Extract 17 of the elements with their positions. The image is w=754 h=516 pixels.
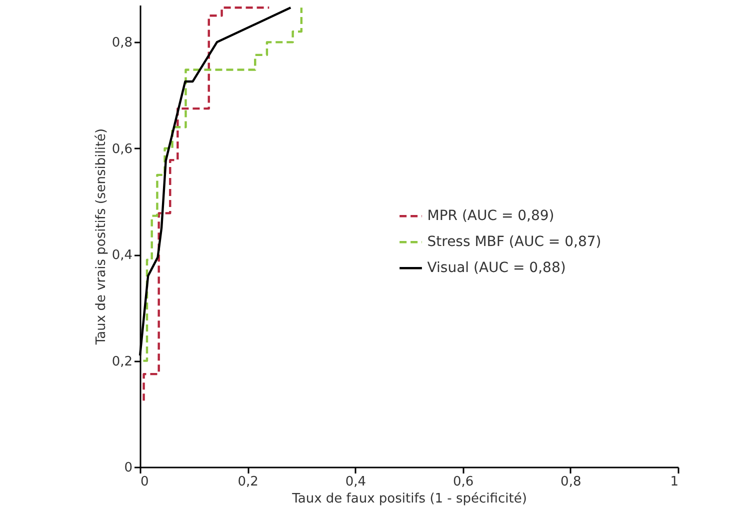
y-tick-label: 0 [124, 460, 132, 476]
legend-label: MPR (AUC = 0,89) [427, 208, 554, 224]
x-tick-label: 0,4 [345, 474, 366, 490]
y-tick-label: 0,6 [112, 142, 132, 157]
y-tick-label: 0,8 [112, 36, 132, 51]
legend-label: Visual (AUC = 0,88) [427, 260, 566, 276]
x-tick-label: 0,2 [238, 474, 258, 490]
y-axis-title: Taux de vrais positifs (sensibilité) [94, 128, 109, 346]
y-tick-label: 0,2 [112, 354, 132, 370]
line-series [142, 6, 270, 402]
x-tick-label: 0,8 [560, 474, 582, 490]
x-axis-title: Taux de faux positifs (1 - spécificité) [291, 492, 527, 506]
legend-label: Stress MBF (AUC = 0,87) [427, 234, 602, 250]
x-tick-label: 1 [670, 474, 678, 490]
y-tick-label: 0,4 [112, 248, 132, 264]
x-tick-label: 0,6 [452, 474, 474, 490]
x-tick-label: 0 [140, 474, 149, 490]
